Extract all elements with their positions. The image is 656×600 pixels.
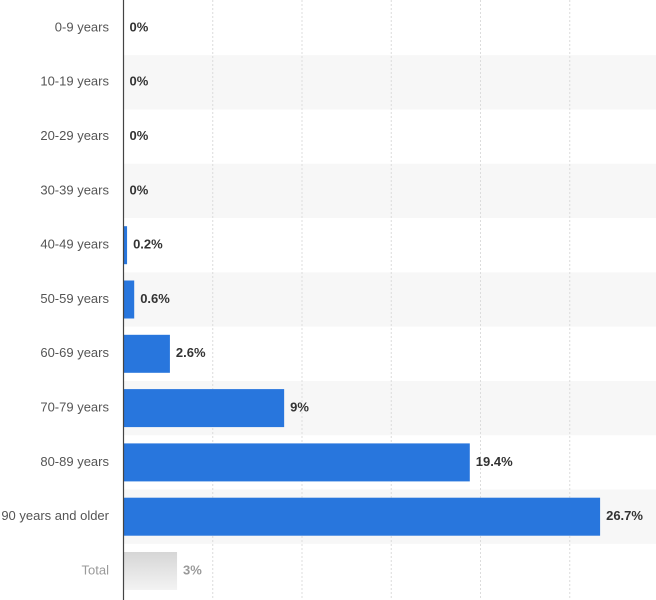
- category-label-50-59-years: 50-59 years: [40, 291, 109, 306]
- value-label-50-59-years: 0.6%: [140, 291, 170, 306]
- row-band: [123, 55, 656, 110]
- row-band: [123, 272, 656, 327]
- bar-60-69-years[interactable]: [123, 334, 170, 373]
- bar-70-79-years[interactable]: [123, 389, 285, 428]
- labels: 0-9 years 0% 10-19 years 0% 20-29 years 0% 30-…: [1, 19, 643, 577]
- category-label-60-69-years: 60-69 years: [40, 345, 109, 360]
- bar-total[interactable]: [123, 552, 178, 590]
- value-label-total: 3%: [183, 562, 202, 577]
- category-label-40-49-years: 40-49 years: [40, 237, 109, 252]
- category-label-70-79-years: 70-79 years: [40, 400, 109, 415]
- bar-80-89-years[interactable]: [123, 443, 470, 482]
- value-label-90-years-and-older: 26.7%: [606, 508, 643, 523]
- category-label-80-89-years: 80-89 years: [40, 454, 109, 469]
- category-label-90-years-and-older: 90 years and older: [1, 508, 109, 523]
- bar-50-59-years[interactable]: [123, 280, 135, 319]
- value-label-20-29-years: 0%: [130, 128, 149, 143]
- category-label-10-19-years: 10-19 years: [40, 74, 109, 89]
- row-band: [123, 163, 656, 219]
- value-label-0-9-years: 0%: [130, 19, 149, 34]
- value-label-80-89-years: 19.4%: [476, 454, 513, 469]
- value-label-60-69-years: 2.6%: [176, 345, 206, 360]
- category-label-20-29-years: 20-29 years: [40, 128, 109, 143]
- bar-40-49-years[interactable]: [123, 226, 128, 265]
- category-label-30-39-years: 30-39 years: [40, 182, 109, 197]
- category-label-0-9-years: 0-9 years: [55, 19, 110, 34]
- bar-90-years-and-older[interactable]: [123, 497, 601, 536]
- value-label-10-19-years: 0%: [130, 74, 149, 89]
- category-label-total: Total: [82, 562, 110, 577]
- value-label-30-39-years: 0%: [130, 182, 149, 197]
- value-label-70-79-years: 9%: [290, 400, 309, 415]
- bars: [123, 226, 601, 590]
- value-label-40-49-years: 0.2%: [133, 237, 163, 252]
